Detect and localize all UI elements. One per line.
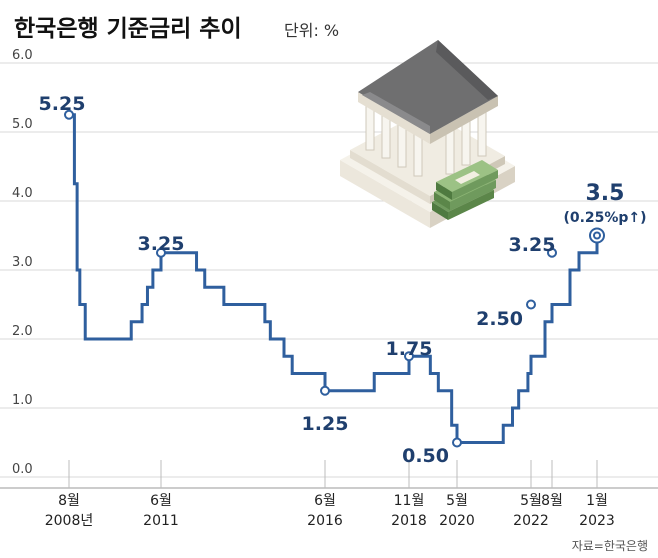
x-tick-label-month: 6월 bbox=[314, 493, 336, 509]
target-marker-inner bbox=[593, 231, 601, 240]
x-tick-label-year: 2022 bbox=[513, 513, 549, 529]
y-tick-label: 0.0 bbox=[12, 462, 33, 477]
rate-step-line bbox=[69, 113, 599, 444]
y-tick-label: 3.0 bbox=[12, 255, 33, 270]
y-tick-label: 1.0 bbox=[12, 393, 33, 408]
x-tick-label-year: 2023 bbox=[579, 513, 615, 529]
data-label: 0.50 bbox=[402, 445, 449, 467]
data-label: 3.5 bbox=[586, 181, 625, 206]
point-marker bbox=[404, 351, 414, 362]
point-marker bbox=[320, 385, 330, 396]
x-tick-label-year: 2008년 bbox=[45, 513, 94, 529]
y-tick-label: 6.0 bbox=[12, 48, 33, 63]
markers-group bbox=[64, 109, 605, 448]
data-label: 1.25 bbox=[302, 413, 349, 435]
labels-group: 5.25 3.25 1.25 1.75 0.50 2.50 3.25 3.5 (0.25%p↑) bbox=[39, 93, 647, 467]
data-label: 3.25 bbox=[509, 234, 556, 256]
data-label: 3.25 bbox=[138, 233, 185, 255]
x-axis: 8월 2008년 6월 2011 6월 2016 11월 2018 5월 2020 5월 2022 8월… bbox=[45, 460, 615, 529]
point-marker bbox=[452, 437, 462, 448]
chart-title: 한국은행 기준금리 추이 bbox=[14, 16, 242, 42]
data-label: 2.50 bbox=[476, 308, 523, 330]
data-sublabel: (0.25%p↑) bbox=[563, 210, 646, 226]
x-tick-label-month: 5월 bbox=[520, 493, 542, 509]
point-marker bbox=[547, 247, 557, 258]
x-tick-label-month: 11월 bbox=[394, 493, 425, 509]
x-tick-label-month: 5월 bbox=[446, 493, 468, 509]
x-tick-label-year: 2020 bbox=[439, 513, 475, 529]
data-label: 1.75 bbox=[386, 338, 433, 360]
x-tick-label-year: 2011 bbox=[143, 513, 179, 529]
x-tick-label-month: 1월 bbox=[586, 493, 608, 509]
y-tick-label: 2.0 bbox=[12, 324, 33, 339]
point-marker bbox=[526, 299, 536, 310]
source-label: 자료=한국은행 bbox=[572, 538, 648, 553]
x-tick-label-year: 2016 bbox=[307, 513, 343, 529]
point-marker bbox=[64, 109, 74, 120]
money-stack-illustration bbox=[432, 160, 498, 220]
y-tick-label: 5.0 bbox=[12, 117, 33, 132]
y-axis: 0.0 1.0 2.0 3.0 4.0 5.0 6.0 bbox=[12, 48, 33, 477]
x-tick-label-month: 8월 bbox=[541, 493, 563, 509]
x-tick-label-month: 6월 bbox=[150, 493, 172, 509]
data-label: 5.25 bbox=[39, 93, 86, 115]
x-tick-label-year: 2018 bbox=[391, 513, 427, 529]
series-group bbox=[69, 113, 599, 444]
y-tick-label: 4.0 bbox=[12, 186, 33, 201]
x-tick-label-month: 8월 bbox=[58, 493, 80, 509]
unit-label: 단위: % bbox=[284, 21, 339, 40]
point-marker bbox=[156, 247, 166, 258]
